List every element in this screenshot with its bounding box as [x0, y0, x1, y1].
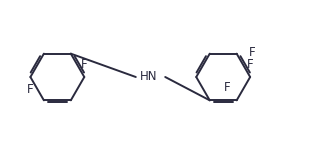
Text: F: F — [247, 58, 254, 71]
Text: HN: HN — [140, 71, 157, 83]
Text: F: F — [249, 46, 256, 59]
Text: F: F — [224, 81, 231, 94]
Text: F: F — [81, 58, 88, 71]
Text: F: F — [27, 83, 34, 96]
